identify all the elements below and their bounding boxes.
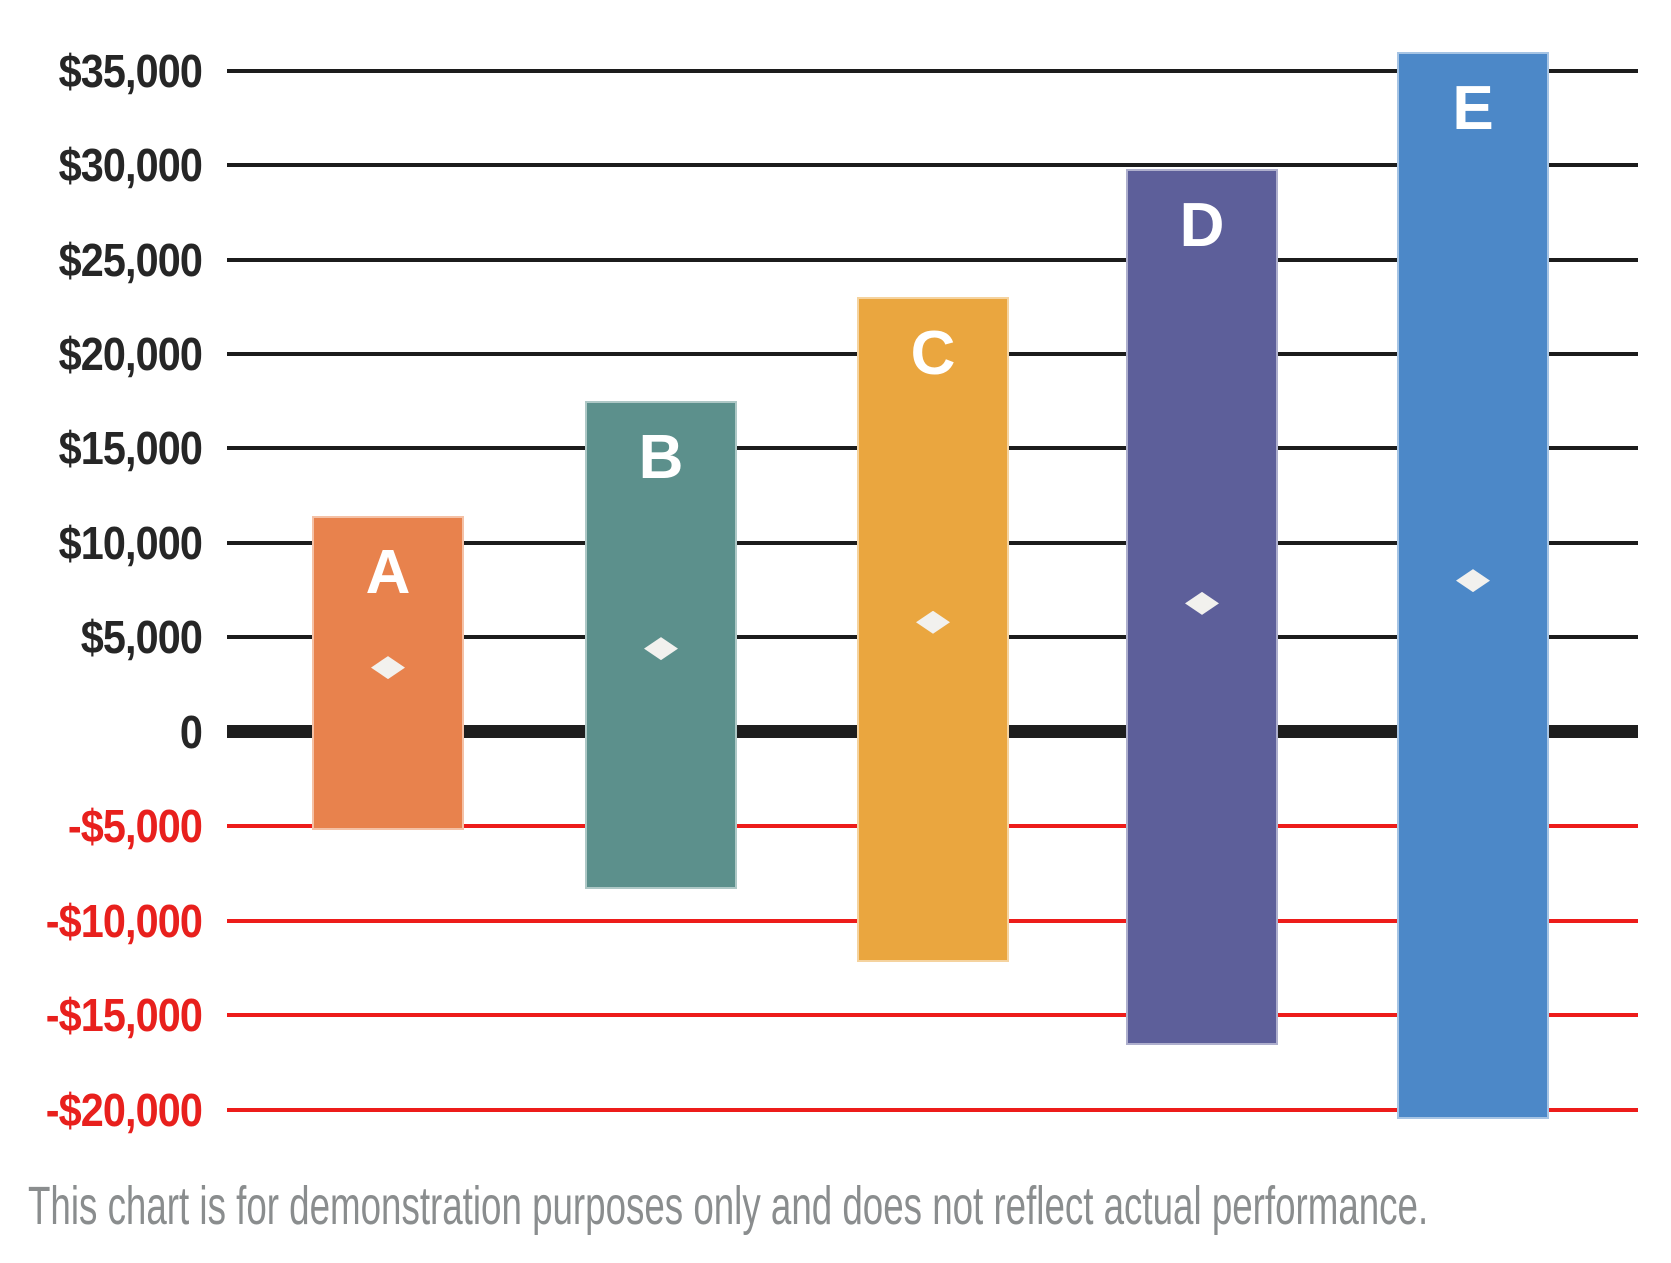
y-axis-tick-label: $20,000 [58, 328, 203, 380]
positive-gridline [227, 68, 1638, 73]
bar-category-label: C [910, 319, 956, 389]
positive-gridline [227, 257, 1638, 262]
y-axis-tick-label: $10,000 [58, 516, 203, 569]
disclaimer-text: This chart is for demonstration purposes… [28, 1176, 1429, 1236]
y-axis-tick-label: $15,000 [58, 422, 203, 475]
y-axis-tick-label: -$10,000 [45, 894, 203, 947]
positive-gridline [227, 163, 1638, 168]
y-axis-tick-label: -$5,000 [67, 800, 203, 853]
bar-category-label: B [638, 423, 684, 493]
bar-category-label: D [1179, 190, 1225, 260]
diamond-marker [916, 610, 950, 634]
diamond-marker [1185, 591, 1219, 615]
diamond-marker [644, 637, 678, 661]
negative-gridline [227, 1013, 1638, 1018]
diamond-marker [371, 656, 405, 680]
y-axis-tick-label: $5,000 [80, 611, 203, 664]
y-axis-tick-label: $35,000 [58, 44, 203, 97]
chart-plot-area: $35,000 $30,000 $25,000 $20,000 $15,000 $10,0… [45, 44, 1638, 1136]
y-axis-tick-label: -$15,000 [45, 989, 203, 1042]
y-axis-tick-label: -$20,000 [45, 1083, 203, 1136]
bar-category-label: A [365, 538, 411, 608]
y-axis-tick-label: 0 [179, 705, 203, 758]
y-axis-tick-label: $30,000 [58, 139, 203, 192]
negative-gridline [227, 1107, 1638, 1112]
y-axis-tick-label: $25,000 [58, 233, 203, 286]
diamond-marker [1456, 569, 1490, 593]
bar-category-label: E [1452, 73, 1494, 143]
